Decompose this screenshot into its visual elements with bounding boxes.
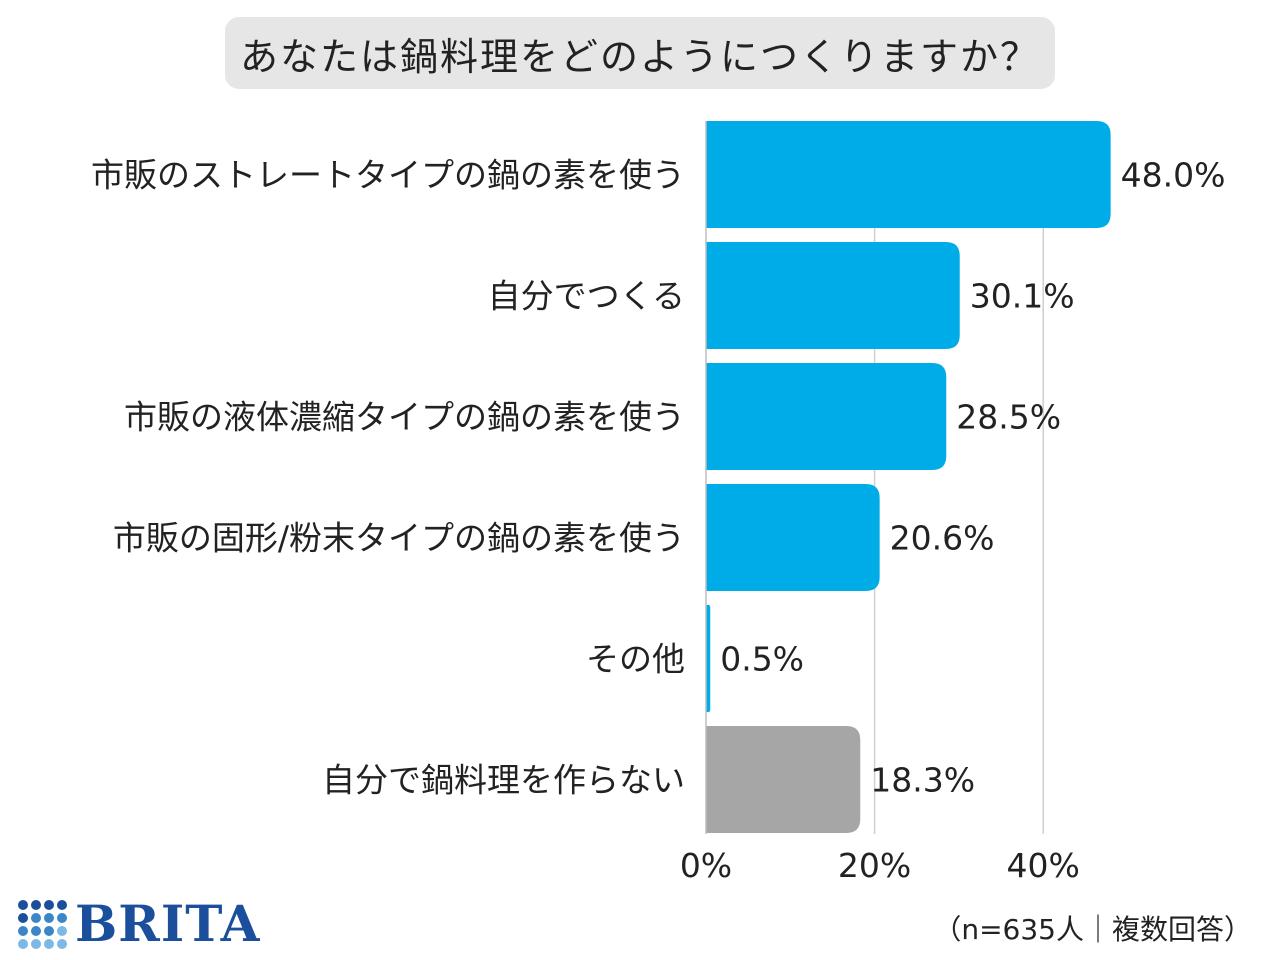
category-label-5: 自分で鍋料理を作らない bbox=[322, 761, 685, 800]
logo-dot bbox=[44, 912, 54, 923]
category-label-4: その他 bbox=[586, 640, 685, 679]
value-label-2: 28.5% bbox=[956, 398, 1061, 437]
logo-dot bbox=[57, 899, 67, 910]
x-tick-label-20: 20% bbox=[838, 846, 911, 885]
logo-dot bbox=[57, 912, 67, 923]
brita-logo: BRITA bbox=[18, 898, 260, 950]
logo-dot bbox=[57, 938, 67, 949]
logo-dot bbox=[31, 938, 41, 949]
logo-dot bbox=[18, 912, 28, 923]
brita-logo-text: BRITA bbox=[75, 894, 261, 953]
category-label-0: 市販のストレートタイプの鍋の素を使う bbox=[91, 156, 685, 195]
bar-5 bbox=[706, 726, 861, 833]
category-label-2: 市販の液体濃縮タイプの鍋の素を使う bbox=[124, 398, 685, 437]
sample-note: （n=635人｜複数回答） bbox=[933, 913, 1252, 946]
value-label-5: 18.3% bbox=[870, 761, 975, 800]
logo-dot bbox=[31, 899, 41, 910]
logo-dot bbox=[18, 938, 28, 949]
value-label-3: 20.6% bbox=[890, 519, 995, 558]
logo-dot bbox=[44, 925, 54, 936]
category-label-1: 自分でつくる bbox=[488, 277, 685, 316]
logo-dot bbox=[44, 938, 54, 949]
bar-4 bbox=[706, 605, 711, 712]
value-label-1: 30.1% bbox=[970, 277, 1075, 316]
logo-dot bbox=[18, 925, 28, 936]
logo-dot bbox=[31, 912, 41, 923]
chart-title: あなたは鍋料理をどのようにつくりますか？ bbox=[225, 17, 1055, 89]
logo-dot bbox=[18, 899, 28, 910]
x-tick-label-0: 0% bbox=[680, 846, 732, 885]
logo-dot bbox=[31, 925, 41, 936]
bar-0 bbox=[706, 121, 1111, 228]
bar-1 bbox=[706, 242, 960, 349]
bar-3 bbox=[706, 484, 880, 591]
x-tick-label-40: 40% bbox=[1007, 846, 1080, 885]
bar-2 bbox=[706, 363, 947, 470]
logo-dot bbox=[57, 925, 67, 936]
logo-dot bbox=[44, 899, 54, 910]
category-label-3: 市販の固形/粉末タイプの鍋の素を使う bbox=[113, 519, 685, 558]
brita-logo-dots-icon bbox=[18, 899, 67, 949]
value-label-0: 48.0% bbox=[1121, 156, 1226, 195]
value-label-4: 0.5% bbox=[720, 640, 804, 679]
